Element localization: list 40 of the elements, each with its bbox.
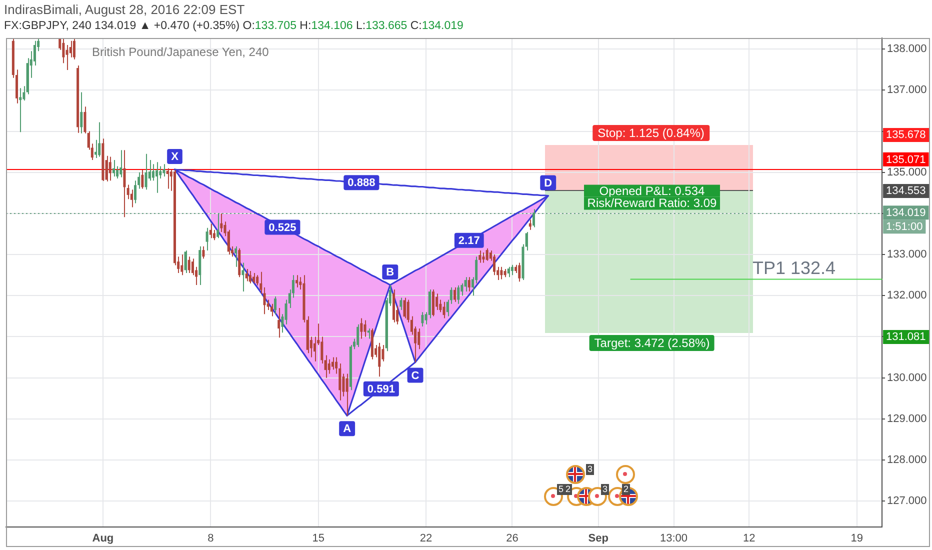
text: IndirasBimali, August 28, 2016 22:09 EST: [4, 2, 245, 17]
annotation: Opened P&L: 0.534: [584, 183, 720, 198]
series-label: TP1 132.4: [752, 258, 836, 278]
x-tick-label: 12: [743, 532, 756, 545]
x-tick-label: 15: [312, 532, 324, 545]
annotation: Risk/Reward Ratio: 3.09: [584, 196, 720, 210]
y-tick-label: 130.000: [887, 372, 927, 384]
ref-line-label: 135.071: [886, 154, 926, 166]
x-tick-label: Aug: [92, 532, 114, 545]
y-tick-label: 128.000: [887, 454, 927, 466]
text: 135.678: [883, 128, 929, 142]
ref-line-label: 134.019 1:51:00: [886, 207, 926, 234]
annotation: Stop: 1.125 (0.84%): [592, 125, 710, 141]
y-tick-label: 133.000: [887, 248, 927, 261]
text: British Pound/Japanese Yen, 240: [92, 45, 269, 59]
x-tick-label: Sep: [588, 532, 609, 545]
annotation: X: [171, 151, 180, 164]
annotation: B: [386, 266, 394, 278]
y-tick-label: 129.000: [887, 412, 927, 425]
x-tick-label: 19: [850, 532, 863, 545]
count-badge: 2: [564, 484, 572, 495]
count-badge: 2: [622, 484, 630, 495]
x-tick-label: 13:00: [660, 532, 688, 545]
annotation: Target: 3.472 (2.58%): [589, 335, 715, 351]
annotation: A: [343, 423, 352, 436]
text: 131.081: [883, 330, 929, 344]
y-tick-label: 138.000: [887, 43, 927, 56]
y-tick-label: 135.000: [887, 166, 927, 178]
count-badge: 3: [586, 464, 594, 475]
y-tick-label: 137.000: [887, 84, 927, 96]
count-badge: 3: [601, 484, 609, 495]
x-tick-label: 8: [208, 532, 214, 545]
x-tick-label: 22: [420, 532, 432, 545]
y-tick-label: 132.000: [887, 290, 927, 302]
y-tick-label: 127.000: [887, 495, 927, 508]
annotation: D: [544, 177, 552, 190]
x-tick-label: 26: [506, 532, 518, 545]
chart-title: FX:GBPJPY, 240 134.019 ▲ +0.470 (+0.35%) O:133.705 H:134.106 L:133.665 C:134.019: [4, 20, 464, 32]
text: 134.553: [883, 184, 929, 198]
annotation: C: [411, 370, 420, 382]
